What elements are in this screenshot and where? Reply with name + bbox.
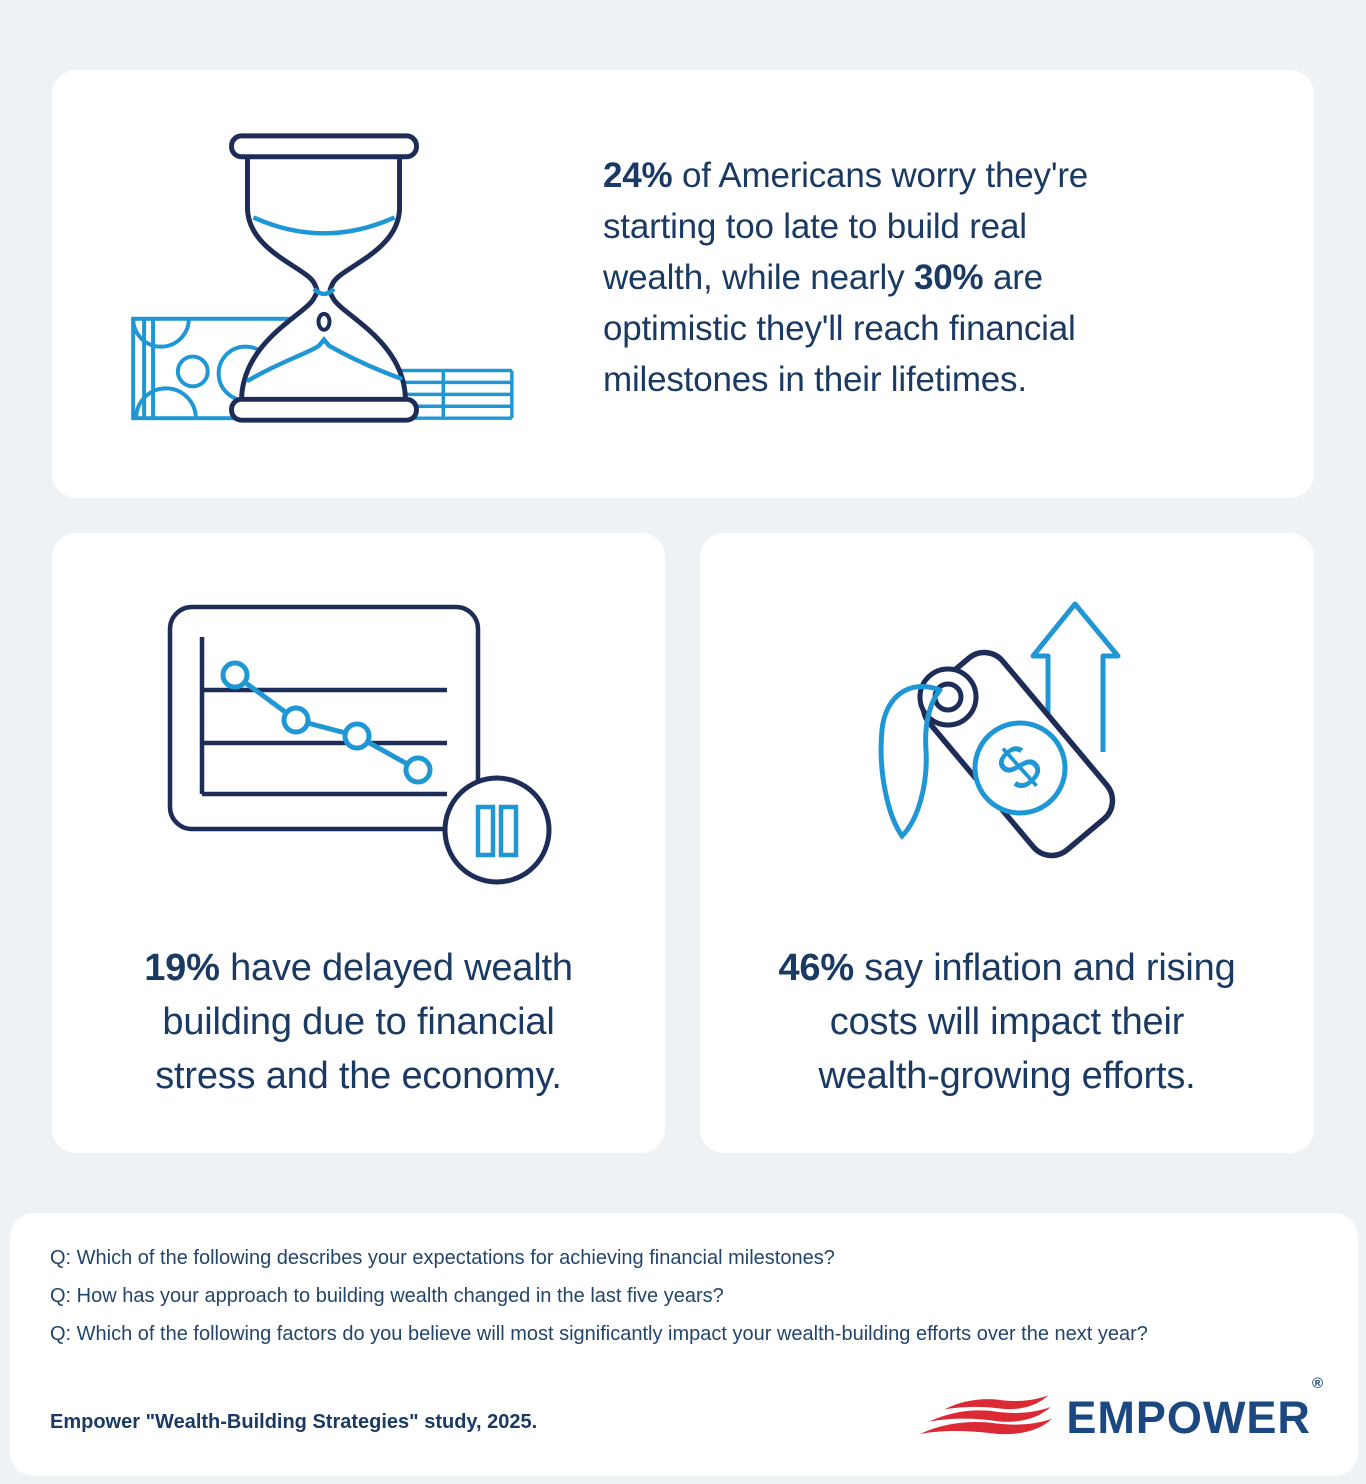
survey-questions-card: Q: Which of the following describes your… xyxy=(10,1213,1358,1476)
stat-card-delayed-wealth: 19% have delayed wealth building due to f… xyxy=(52,533,665,1153)
empower-logo: EMPOWER® xyxy=(916,1375,1323,1443)
declining-line-chart-pause-icon xyxy=(167,604,552,885)
hourglass-with-money-icon xyxy=(131,133,514,423)
up-arrow-icon xyxy=(1030,601,1121,752)
pause-icon xyxy=(475,804,519,858)
survey-questions: Q: Which of the following describes your… xyxy=(50,1239,1148,1353)
source-citation: Empower "Wealth-Building Strategies" stu… xyxy=(50,1411,538,1433)
registered-trademark: ® xyxy=(1311,1374,1323,1392)
hero-stat-text: 24% of Americans worry they're starting t… xyxy=(603,156,1089,399)
survey-question-3: Q: Which of the following factors do you… xyxy=(50,1323,1148,1345)
stat-text-inflation: 46% say inflation and rising costs will i… xyxy=(778,947,1236,1097)
empower-logo-waves-icon xyxy=(920,1395,1053,1435)
stat-text-delayed: 19% have delayed wealth building due to f… xyxy=(144,947,573,1097)
tag-string xyxy=(878,683,943,840)
hero-card: 24% of Americans worry they're starting t… xyxy=(52,70,1314,498)
empower-logo-wordmark: EMPOWER xyxy=(1066,1391,1311,1443)
stat-card-inflation: $ 46% say inflation and rising costs will… xyxy=(700,533,1314,1153)
survey-question-1: Q: Which of the following describes your… xyxy=(50,1247,835,1269)
survey-question-2: Q: How has your approach to building wea… xyxy=(50,1285,724,1307)
price-tag-rising-arrow-icon: $ xyxy=(878,601,1121,859)
